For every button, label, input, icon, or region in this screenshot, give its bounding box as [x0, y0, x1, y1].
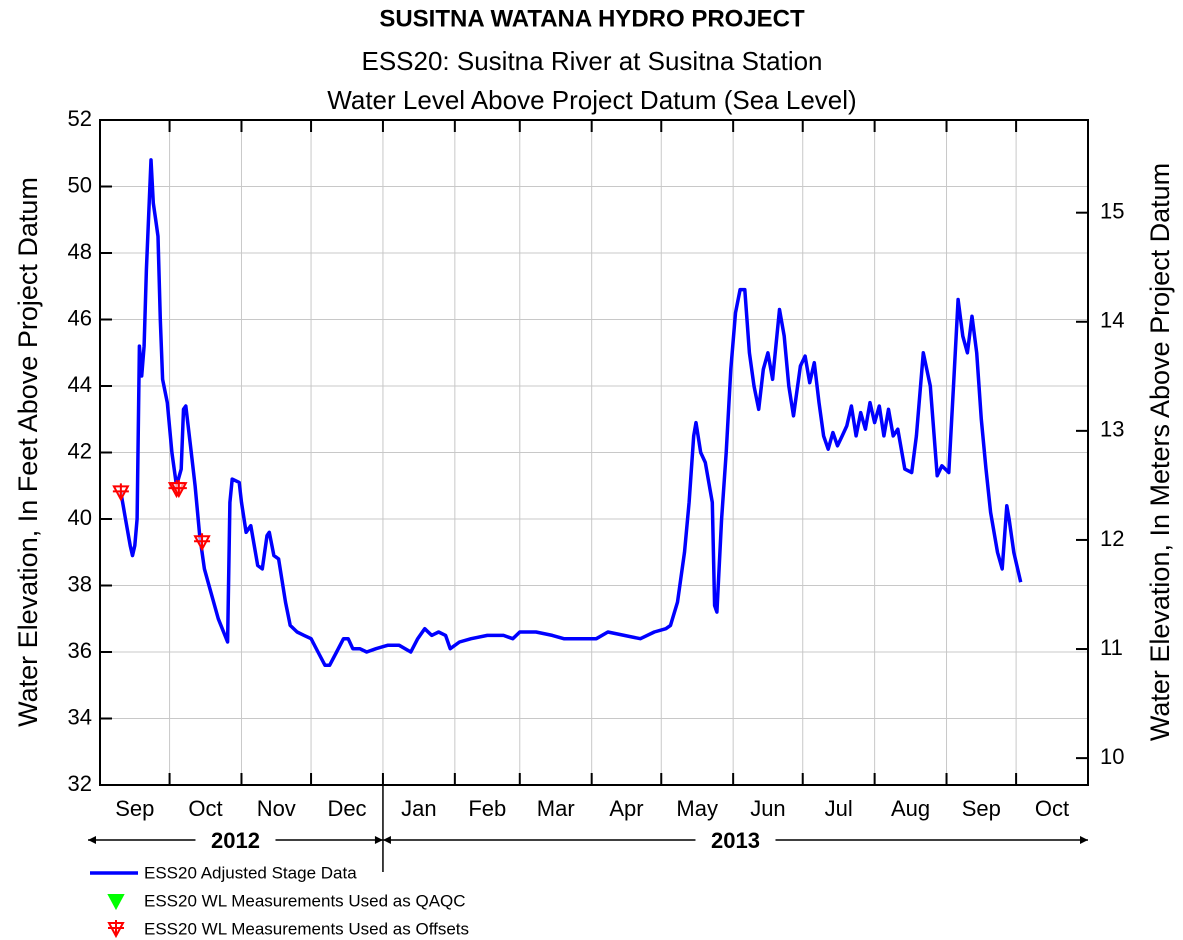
y-tick-label: 48 — [68, 239, 92, 264]
y-tick-label: 32 — [68, 771, 92, 796]
y2-tick-label: 11 — [1100, 635, 1123, 660]
legend-swatch — [107, 894, 125, 911]
y-tick-label: 36 — [68, 638, 92, 663]
y-tick-label: 52 — [68, 106, 92, 131]
y-axis-label: Water Elevation, In Feet Above Project D… — [13, 177, 43, 727]
y2-axis-label: Water Elevation, In Meters Above Project… — [1145, 163, 1175, 741]
x-tick-label: Oct — [188, 796, 222, 821]
y-tick-label: 44 — [68, 372, 92, 397]
y-tick-label: 42 — [68, 438, 92, 463]
x-tick-label: Jul — [825, 796, 853, 821]
x-tick-label: Aug — [891, 796, 930, 821]
legend-label: ESS20 WL Measurements Used as Offsets — [144, 919, 469, 938]
data-point — [193, 533, 211, 552]
y-tick-label: 34 — [68, 704, 92, 729]
x-tick-label: Nov — [257, 796, 296, 821]
x-tick-label: May — [676, 796, 718, 821]
x-tick-label: Jan — [401, 796, 436, 821]
x-tick-label: Apr — [609, 796, 643, 821]
x-tick-label: Sep — [115, 796, 154, 821]
x-tick-label: Oct — [1035, 796, 1069, 821]
chart-title: SUSITNA WATANA HYDRO PROJECT — [379, 5, 805, 32]
y-tick-label: 40 — [68, 505, 92, 530]
legend-label: ESS20 Adjusted Stage Data — [144, 863, 357, 882]
x-tick-label: Feb — [468, 796, 506, 821]
y2-tick-label: 15 — [1100, 198, 1124, 223]
x-tick-label: Dec — [327, 796, 366, 821]
year-label: 2013 — [711, 828, 760, 853]
y-tick-label: 38 — [68, 571, 92, 596]
chart-subtitle: Water Level Above Project Datum (Sea Lev… — [327, 85, 856, 115]
data-point — [112, 483, 130, 502]
chart-subtitle: ESS20: Susitna River at Susitna Station — [361, 46, 822, 76]
legend-label: ESS20 WL Measurements Used as QAQC — [144, 891, 466, 910]
y-tick-label: 46 — [68, 305, 92, 330]
plot-frame — [99, 119, 1089, 786]
y2-tick-label: 13 — [1100, 417, 1124, 442]
y2-tick-label: 14 — [1100, 308, 1124, 333]
legend-swatch — [107, 920, 125, 939]
year-label: 2012 — [211, 828, 260, 853]
data-point — [170, 480, 188, 499]
y-tick-label: 50 — [68, 172, 92, 197]
x-tick-label: Jun — [750, 796, 785, 821]
x-tick-label: Mar — [537, 796, 575, 821]
data-line — [119, 158, 1023, 668]
y2-tick-label: 12 — [1100, 526, 1124, 551]
y2-tick-label: 10 — [1100, 744, 1124, 769]
x-tick-label: Sep — [962, 796, 1001, 821]
